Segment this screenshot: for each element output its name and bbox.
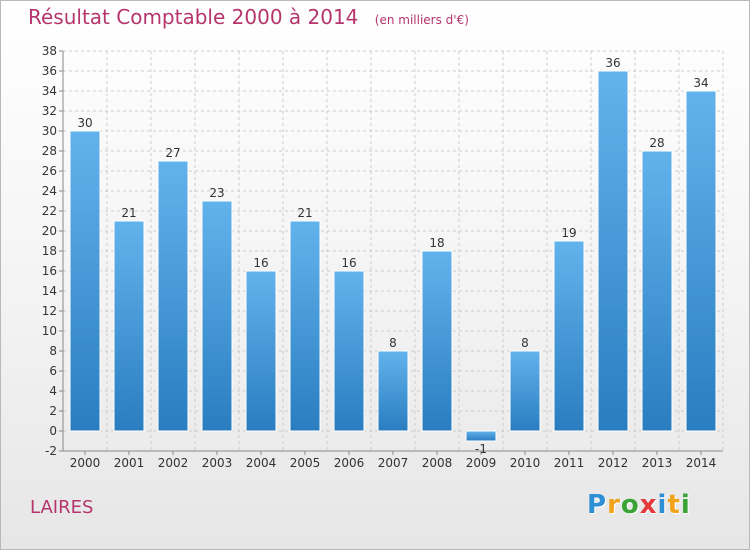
x-tick-label: 2013 (642, 456, 673, 470)
chart-subtitle: (en milliers d'€) (374, 13, 469, 27)
y-tick-label: -2 (45, 444, 57, 458)
y-tick-label: 6 (49, 364, 57, 378)
x-tick-label: 2008 (422, 456, 453, 470)
bar-value-label: 16 (341, 256, 356, 270)
x-tick-label: 2005 (290, 456, 321, 470)
y-tick-label: 34 (42, 84, 57, 98)
bar-value-label: 21 (121, 206, 136, 220)
bar (421, 250, 453, 432)
logo-letter: i (657, 490, 668, 520)
bar (377, 350, 409, 432)
bars (69, 70, 717, 442)
x-tick-label: 2011 (554, 456, 585, 470)
bar-value-label: 18 (429, 236, 444, 250)
commune-name: LAIRES (30, 497, 94, 518)
y-tick-label: 32 (42, 104, 57, 118)
logo-letter: o (620, 490, 640, 520)
y-tick-label: 22 (42, 204, 57, 218)
x-tick-label: 2004 (246, 456, 277, 470)
bar-value-label: 8 (389, 336, 397, 350)
y-tick-label: 8 (49, 344, 57, 358)
bar-value-label: 19 (561, 226, 576, 240)
bar-value-label: -1 (475, 442, 487, 456)
y-tick-label: 36 (42, 64, 57, 78)
bar (597, 70, 629, 432)
x-tick-label: 2001 (114, 456, 145, 470)
x-tick-label: 2014 (686, 456, 717, 470)
bar (553, 240, 585, 432)
y-tick-label: 18 (42, 244, 57, 258)
x-tick-label: 2007 (378, 456, 409, 470)
data-labels: 30 21 27 23 16 21 16 8 18 -1 8 19 36 28 34 (77, 56, 708, 456)
y-tick-label: 0 (49, 424, 57, 438)
bar (465, 430, 497, 442)
bar (69, 130, 101, 432)
bar-value-label: 16 (253, 256, 268, 270)
proxiti-logo[interactable]: Proxiti (587, 490, 691, 520)
bar (245, 270, 277, 432)
x-tick-label: 2006 (334, 456, 365, 470)
y-tick-label: 26 (42, 164, 57, 178)
logo-letter: i (680, 490, 691, 520)
bar (289, 220, 321, 432)
bar (201, 200, 233, 432)
bar (157, 160, 189, 432)
bar (113, 220, 145, 432)
y-tick-label: 2 (49, 404, 57, 418)
y-tick-label: 14 (42, 284, 57, 298)
bar (641, 150, 673, 432)
bar-value-label: 23 (209, 186, 224, 200)
chart-title-text: Résultat Comptable 2000 à 2014 (28, 5, 359, 29)
y-tick-label: 28 (42, 144, 57, 158)
bar-value-label: 28 (649, 136, 664, 150)
bar-value-label: 27 (165, 146, 180, 160)
bar (333, 270, 365, 432)
bar-value-label: 8 (521, 336, 529, 350)
x-tick-label: 2012 (598, 456, 629, 470)
y-tick-label: 4 (49, 384, 57, 398)
y-tick-label: 30 (42, 124, 57, 138)
y-tick-label: 38 (42, 44, 57, 58)
bar-value-label: 30 (77, 116, 92, 130)
y-tick-label: 20 (42, 224, 57, 238)
x-tick-label: 2000 (70, 456, 101, 470)
logo-letter: t (667, 490, 681, 520)
chart-title: Résultat Comptable 2000 à 2014 (en milli… (28, 5, 469, 29)
x-tick-label: 2009 (466, 456, 497, 470)
x-tick-label: 2003 (202, 456, 233, 470)
y-tick-label: 24 (42, 184, 57, 198)
bar (685, 90, 717, 432)
logo-letter: x (639, 490, 658, 520)
logo-letter: r (607, 490, 621, 520)
logo-letter: P (587, 490, 608, 520)
bar (509, 350, 541, 432)
bar-value-label: 34 (693, 76, 708, 90)
x-tick-label: 2010 (510, 456, 541, 470)
y-tick-label: 10 (42, 324, 57, 338)
axes: -202468101214161820222426283032343638200… (42, 44, 723, 470)
bar-value-label: 21 (297, 206, 312, 220)
y-tick-label: 12 (42, 304, 57, 318)
x-tick-label: 2002 (158, 456, 189, 470)
bar-value-label: 36 (605, 56, 620, 70)
y-tick-label: 16 (42, 264, 57, 278)
